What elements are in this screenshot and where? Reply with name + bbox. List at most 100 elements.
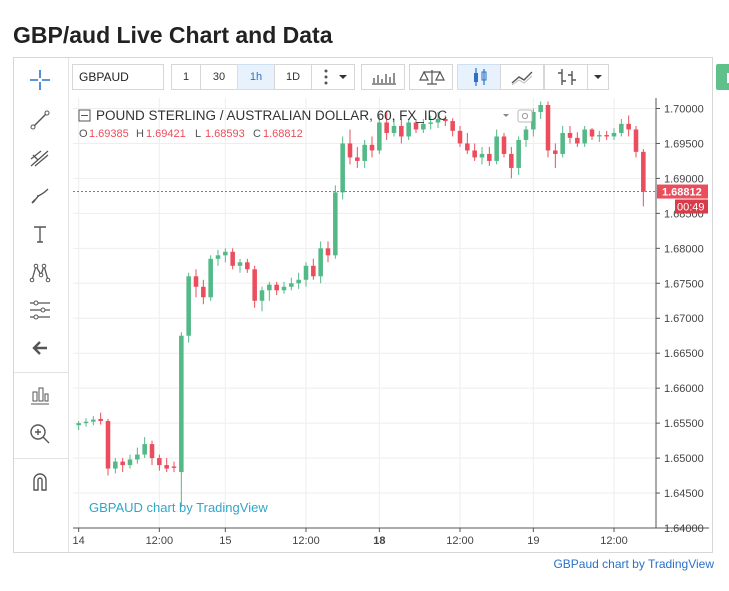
candle bbox=[237, 258, 243, 273]
candle bbox=[413, 118, 419, 133]
candle bbox=[406, 118, 411, 140]
candle-body bbox=[208, 258, 213, 298]
candle-body bbox=[545, 104, 551, 151]
candle bbox=[523, 125, 529, 147]
text-icon[interactable] bbox=[24, 220, 56, 248]
tradingview-watermark[interactable]: GBPAUD chart by TradingView bbox=[89, 500, 268, 515]
candle bbox=[567, 125, 573, 144]
style-menu-button[interactable] bbox=[587, 64, 609, 90]
price-tick-label: 1.70000 bbox=[664, 103, 704, 115]
price-chart[interactable]: 1.70000 1.69500 1.69000 1.68500 1.68000 1.675… bbox=[73, 98, 709, 550]
candle bbox=[179, 332, 184, 508]
candle-body bbox=[575, 137, 580, 144]
trend-line-icon[interactable] bbox=[24, 106, 56, 134]
candle-body bbox=[406, 122, 411, 137]
time-tick-label: 12:00 bbox=[146, 535, 174, 547]
candle bbox=[303, 262, 309, 287]
legend-o-label: O bbox=[79, 128, 88, 140]
candle-body bbox=[347, 143, 353, 158]
candle-body bbox=[531, 111, 536, 130]
pattern-icon[interactable] bbox=[24, 258, 56, 286]
candle-body bbox=[604, 135, 609, 137]
candle-body bbox=[369, 144, 375, 151]
brush-icon[interactable] bbox=[24, 182, 56, 210]
pitchfork-icon[interactable] bbox=[24, 144, 56, 172]
compare-button[interactable] bbox=[409, 64, 453, 90]
interval-1-button[interactable]: 1 bbox=[171, 64, 201, 90]
candle bbox=[311, 258, 316, 280]
candle bbox=[362, 139, 367, 168]
zoom-in-icon[interactable] bbox=[24, 420, 56, 448]
interval-menu-button[interactable] bbox=[311, 64, 355, 90]
candle-body bbox=[164, 465, 169, 469]
fib-icon[interactable] bbox=[24, 296, 56, 324]
chevron-down-icon bbox=[594, 75, 602, 79]
toolbar-divider bbox=[14, 372, 68, 373]
interval-30-button[interactable]: 30 bbox=[200, 64, 238, 90]
candles-layer bbox=[76, 101, 646, 508]
candle bbox=[230, 248, 235, 270]
candle-body bbox=[311, 265, 316, 277]
candle-body bbox=[523, 129, 529, 140]
candle bbox=[391, 118, 397, 137]
candle bbox=[245, 258, 250, 273]
candle bbox=[582, 125, 587, 147]
price-tick-label: 1.66500 bbox=[664, 348, 704, 360]
candle-body bbox=[135, 454, 140, 460]
candle bbox=[76, 421, 81, 431]
interval-1d-button[interactable]: 1D bbox=[274, 64, 312, 90]
candle bbox=[531, 108, 536, 137]
candle-body bbox=[633, 129, 639, 152]
chart-widget: GBPAUD 1 30 1h 1D bbox=[13, 57, 729, 553]
candle bbox=[347, 129, 353, 165]
more-dots-icon bbox=[324, 69, 347, 85]
candle-body bbox=[215, 255, 221, 259]
candle bbox=[465, 132, 470, 154]
indicators-button[interactable] bbox=[544, 64, 588, 90]
candle-body bbox=[333, 192, 338, 256]
bar-style-button[interactable] bbox=[361, 64, 405, 90]
legend-c-value: 1.68812 bbox=[263, 128, 303, 140]
chart-svg[interactable]: 1.700001.695001.690001.685001.680001.675… bbox=[73, 98, 709, 550]
candle bbox=[369, 136, 375, 158]
candle-body bbox=[230, 251, 235, 266]
candles-button[interactable] bbox=[457, 64, 501, 90]
crosshair-icon[interactable] bbox=[24, 66, 56, 94]
tradingview-credit-link[interactable]: GBPaud chart by TradingView bbox=[553, 557, 714, 571]
legend-ohlc: O 1.69385 H 1.69421 L 1.68593 C 1.68812 bbox=[79, 128, 303, 140]
bars-icon[interactable] bbox=[24, 382, 56, 410]
candle bbox=[98, 412, 103, 425]
interval-1h-button[interactable]: 1h bbox=[237, 64, 275, 90]
candle-body bbox=[281, 286, 287, 291]
candle-body bbox=[289, 283, 294, 287]
price-tick-label: 1.67000 bbox=[664, 313, 704, 325]
candle bbox=[113, 458, 118, 474]
candle-body bbox=[296, 279, 301, 284]
candle bbox=[355, 146, 360, 168]
candle bbox=[193, 269, 199, 298]
price-tick-label: 1.66000 bbox=[664, 383, 704, 395]
candle bbox=[545, 101, 551, 158]
symbol-input[interactable]: GBPAUD bbox=[72, 64, 164, 90]
legend-chevron-icon[interactable] bbox=[503, 114, 509, 117]
candle bbox=[171, 461, 177, 473]
back-arrow-icon[interactable] bbox=[24, 334, 56, 362]
candle-body bbox=[377, 122, 382, 151]
last-price-label: 1.68812 bbox=[662, 187, 702, 199]
candle-body bbox=[201, 286, 206, 298]
candle-body bbox=[472, 150, 477, 158]
candle-body bbox=[340, 143, 345, 193]
candle-body bbox=[83, 421, 89, 424]
candle-body bbox=[516, 139, 521, 168]
candle bbox=[560, 125, 565, 158]
line-style-button[interactable] bbox=[500, 64, 544, 90]
candle bbox=[340, 136, 345, 200]
candle bbox=[575, 132, 580, 147]
magnet-icon[interactable] bbox=[24, 468, 56, 496]
candle-body bbox=[626, 123, 631, 130]
time-tick-label: 12:00 bbox=[446, 535, 474, 547]
legend-eye-icon[interactable] bbox=[517, 109, 533, 123]
snapshot-button[interactable] bbox=[716, 64, 729, 90]
candle bbox=[281, 281, 287, 294]
candle-body bbox=[384, 122, 389, 133]
